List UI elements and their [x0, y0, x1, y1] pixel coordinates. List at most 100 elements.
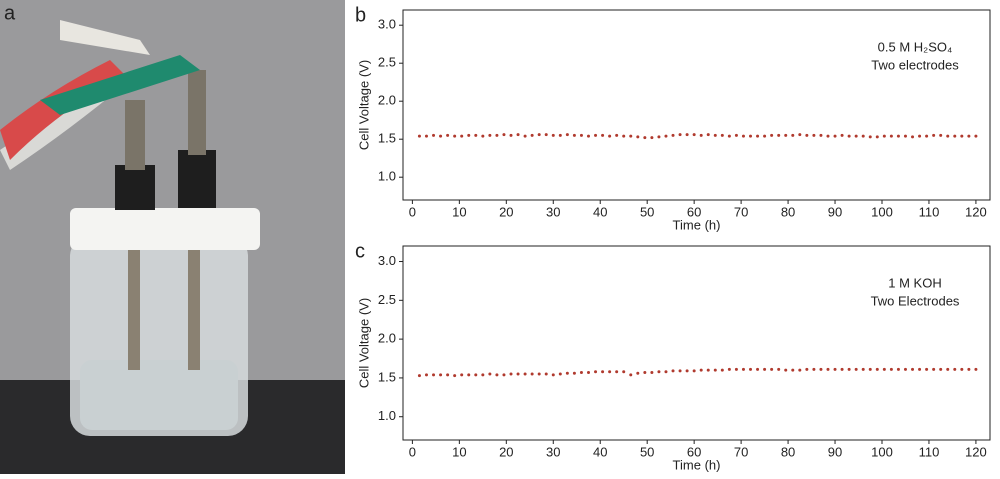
point — [889, 367, 893, 371]
point — [678, 133, 682, 137]
point — [812, 367, 816, 371]
chart: b 0 10 20 30 40 50 60 70 80 90 100 110 120 1.0 1.5 2.0 2.… — [355, 4, 991, 232]
point — [791, 133, 795, 137]
point — [692, 133, 696, 137]
point — [805, 133, 809, 137]
point — [861, 367, 865, 371]
point — [488, 133, 492, 137]
point — [833, 134, 837, 138]
x-tick-label: 40 — [593, 444, 607, 459]
point — [854, 134, 858, 138]
point — [939, 367, 943, 371]
annotation: Two electrodes — [871, 57, 959, 72]
point — [509, 372, 513, 376]
point — [749, 134, 753, 138]
point — [453, 374, 457, 378]
x-tick-label: 0 — [409, 204, 416, 219]
point — [763, 367, 767, 371]
point — [579, 133, 583, 137]
point — [840, 367, 844, 371]
x-tick-label: 30 — [546, 204, 560, 219]
point — [741, 134, 745, 138]
x-tick-label: 30 — [546, 444, 560, 459]
point — [516, 372, 520, 376]
point — [650, 136, 654, 140]
point — [502, 373, 506, 377]
point — [650, 370, 654, 374]
point — [586, 370, 590, 374]
point — [720, 133, 724, 137]
point — [833, 367, 837, 371]
point — [847, 367, 851, 371]
point — [918, 367, 922, 371]
x-tick-label: 50 — [640, 444, 654, 459]
point — [657, 135, 661, 139]
point — [960, 367, 964, 371]
point — [460, 373, 464, 377]
point — [699, 368, 703, 372]
point — [460, 134, 464, 138]
point — [854, 367, 858, 371]
point — [953, 367, 957, 371]
point — [551, 373, 555, 377]
x-tick-label: 110 — [919, 204, 940, 219]
point — [911, 135, 915, 139]
point — [903, 367, 907, 371]
point — [474, 133, 478, 137]
point — [446, 133, 450, 137]
point — [734, 133, 738, 137]
plot-frame — [402, 9, 991, 201]
point — [544, 372, 548, 376]
y-axis-label: Cell Voltage (V) — [356, 60, 371, 150]
point — [586, 134, 590, 138]
x-tick-label: 80 — [781, 204, 795, 219]
point — [523, 134, 527, 138]
point — [960, 134, 964, 138]
point — [530, 372, 534, 376]
y-tick-label: 2.0 — [378, 331, 396, 346]
point — [685, 369, 689, 373]
plot-frame — [402, 245, 991, 441]
point — [643, 370, 647, 374]
x-tick-label: 0 — [409, 444, 416, 459]
point — [819, 367, 823, 371]
point — [798, 368, 802, 372]
x-axis-label: Time (h) — [673, 217, 721, 232]
point — [756, 367, 760, 371]
point — [882, 367, 886, 371]
x-tick-label: 10 — [452, 204, 466, 219]
point — [664, 134, 668, 138]
x-tick-label: 120 — [965, 444, 987, 459]
point — [629, 373, 633, 377]
point — [699, 133, 703, 137]
point — [784, 368, 788, 372]
y-tick-label: 1.0 — [378, 169, 396, 184]
y-tick-label: 1.5 — [378, 131, 396, 146]
point — [826, 367, 830, 371]
point — [763, 134, 767, 138]
point — [439, 134, 443, 138]
y-tick-label: 3.0 — [378, 253, 396, 268]
y-tick-label: 2.5 — [378, 292, 396, 307]
point — [424, 373, 428, 377]
point — [749, 367, 753, 371]
x-tick-label: 60 — [687, 444, 701, 459]
point — [495, 373, 499, 377]
point — [734, 367, 738, 371]
x-tick-label: 100 — [871, 204, 893, 219]
x-tick-label: 80 — [781, 444, 795, 459]
point — [974, 134, 978, 138]
point — [840, 133, 844, 137]
point — [622, 134, 626, 138]
x-tick-label: 20 — [499, 444, 513, 459]
point — [509, 133, 513, 137]
point — [572, 371, 576, 375]
point — [488, 372, 492, 376]
point — [629, 134, 633, 138]
annotation: 0.5 M H₂SO₄ — [878, 39, 953, 54]
photo: a — [0, 0, 345, 474]
chart: c 0 10 20 30 40 50 60 70 80 90 100 110 120 1.0 1.5 2.0 2.… — [355, 240, 991, 472]
point — [565, 371, 569, 375]
point — [875, 367, 879, 371]
